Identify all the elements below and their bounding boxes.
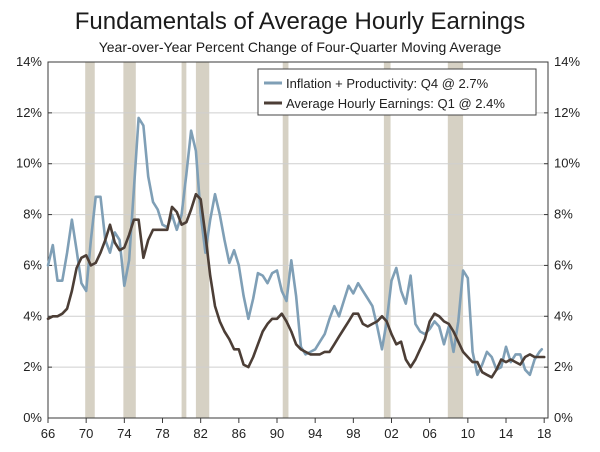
chart-title: Fundamentals of Average Hourly Earnings bbox=[74, 8, 526, 35]
x-tick-label-8: 98 bbox=[346, 426, 360, 441]
x-tick-label-4: 82 bbox=[193, 426, 207, 441]
legend-label-average-hourly-earnings: Average Hourly Earnings: Q1 @ 2.4% bbox=[286, 96, 505, 111]
recession-band-4 bbox=[282, 62, 289, 418]
y-tick-label-left-7: 14% bbox=[16, 54, 42, 69]
y-tick-label-left-0: 0% bbox=[23, 410, 42, 425]
x-tick-label-12: 14 bbox=[499, 426, 513, 441]
y-tick-label-left-2: 4% bbox=[23, 308, 42, 323]
plot-area-frame bbox=[47, 61, 549, 419]
y-tick-label-right-4: 8% bbox=[554, 207, 573, 222]
x-tick-label-13: 18 bbox=[537, 426, 551, 441]
series-line-inflation-productivity bbox=[46, 116, 544, 377]
x-tick-label-0: 66 bbox=[41, 426, 55, 441]
legend: Inflation + Productivity: Q4 @ 2.7% Aver… bbox=[257, 68, 537, 116]
x-tick-label-11: 10 bbox=[461, 426, 475, 441]
x-tick-label-10: 06 bbox=[422, 426, 436, 441]
y-tick-label-right-5: 10% bbox=[554, 156, 580, 171]
y-tick-label-right-3: 6% bbox=[554, 257, 573, 272]
x-tick-label-1: 70 bbox=[79, 426, 93, 441]
axes: 0% 0% 2% 2% 4% 4% 6% 6% 8% 8% 10% 10% 12% 12% 14% 14% 66… bbox=[16, 54, 580, 441]
legend-box bbox=[257, 68, 537, 116]
x-tick-label-7: 94 bbox=[308, 426, 322, 441]
y-tick-label-left-3: 6% bbox=[23, 257, 42, 272]
recession-band-5 bbox=[383, 62, 391, 418]
legend-label-inflation-productivity: Inflation + Productivity: Q4 @ 2.7% bbox=[286, 76, 489, 91]
y-tick-label-left-6: 12% bbox=[16, 105, 42, 120]
y-tick-label-right-7: 14% bbox=[554, 54, 580, 69]
x-tick-label-3: 78 bbox=[155, 426, 169, 441]
y-tick-label-left-4: 8% bbox=[23, 207, 42, 222]
x-tick-label-5: 86 bbox=[232, 426, 246, 441]
y-tick-label-right-2: 4% bbox=[554, 308, 573, 323]
recession-band-2 bbox=[181, 62, 187, 418]
series-lines bbox=[46, 116, 546, 379]
x-tick-label-9: 02 bbox=[384, 426, 398, 441]
y-tick-label-right-1: 2% bbox=[554, 359, 573, 374]
chart-subtitle: Year-over-Year Percent Change of Four-Qu… bbox=[98, 39, 502, 55]
x-tick-label-6: 90 bbox=[270, 426, 284, 441]
series-line-average-hourly-earnings bbox=[46, 192, 546, 379]
y-tick-label-right-6: 12% bbox=[554, 105, 580, 120]
y-tick-label-left-5: 10% bbox=[16, 156, 42, 171]
x-tick-label-2: 74 bbox=[117, 426, 131, 441]
y-tick-label-right-0: 0% bbox=[554, 410, 573, 425]
y-tick-label-left-1: 2% bbox=[23, 359, 42, 374]
